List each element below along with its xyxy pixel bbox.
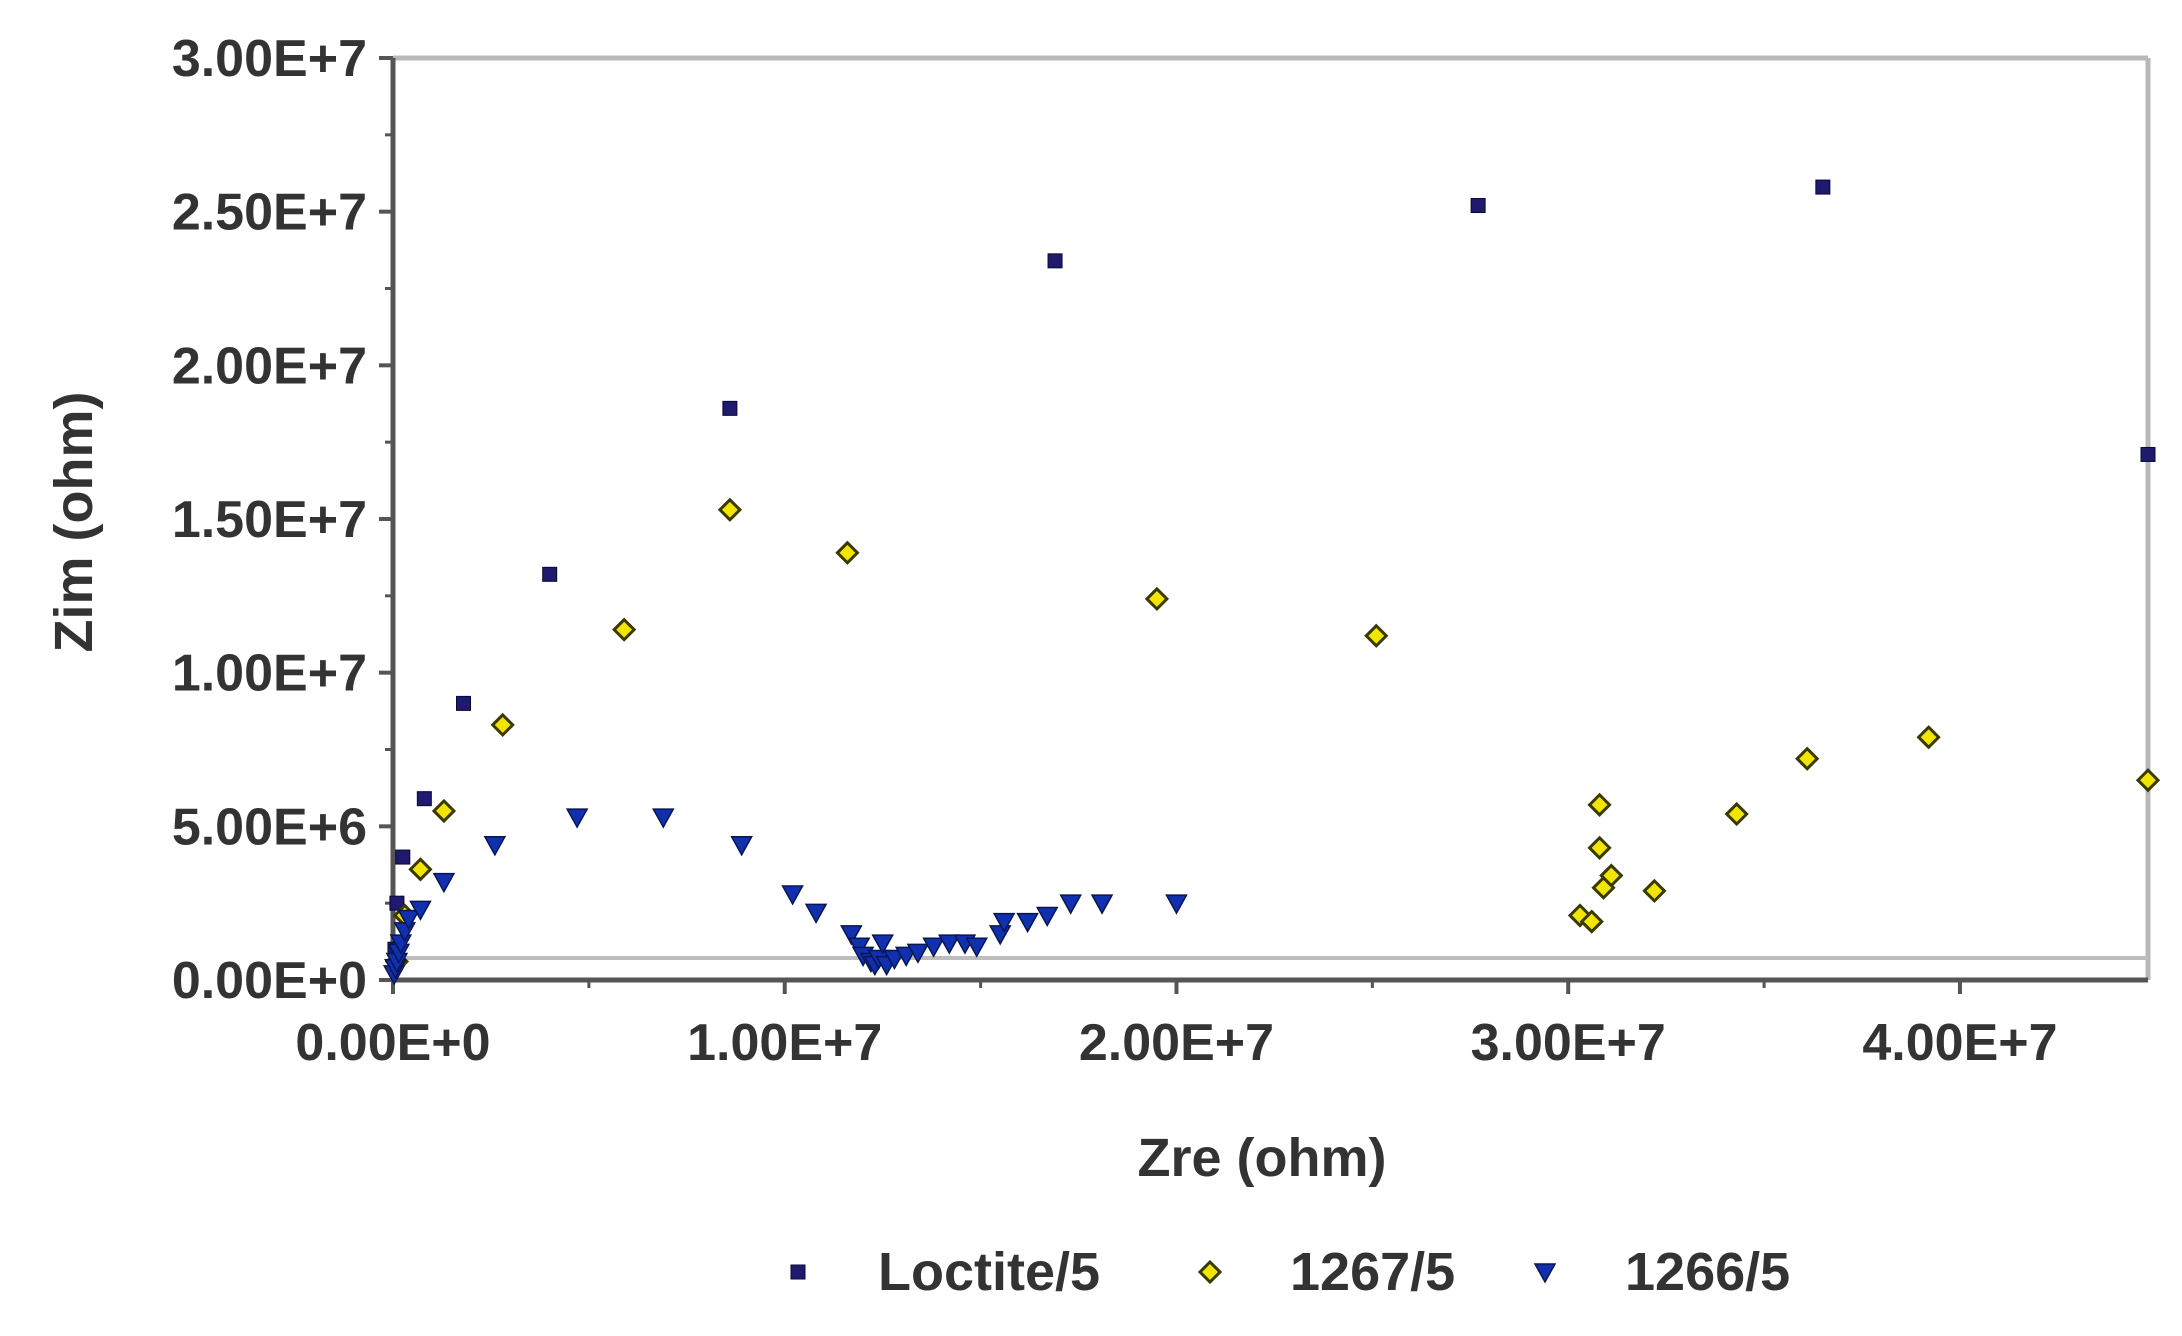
data-point [431, 798, 457, 824]
y-tick-label: 5.00E+6 [172, 798, 367, 856]
data-point [1579, 909, 1604, 934]
legend-label: 1267/5 [1290, 1242, 1455, 1302]
data-points [382, 179, 2161, 986]
data-point [1090, 894, 1114, 915]
data-point [397, 909, 420, 931]
x-tick-label: 2.00E+7 [1079, 1014, 1274, 1072]
data-point [1470, 198, 1486, 214]
x-tick-label: 1.00E+7 [687, 1014, 882, 1072]
y-tick-label: 0.00E+0 [172, 952, 367, 1010]
data-point [389, 895, 405, 911]
data-point [409, 900, 432, 921]
data-point [1587, 792, 1612, 817]
data-point [1364, 623, 1389, 648]
axis-tick-labels: 0.00E+0 5.00E+6 1.00E+7 1.50E+7 2.00E+7 2.50E… [172, 30, 2058, 1072]
data-point [1916, 725, 1941, 750]
data-point [2135, 768, 2161, 793]
data-point [1165, 894, 1188, 915]
data-point [1815, 179, 1831, 195]
data-point [992, 912, 1016, 934]
data-point [988, 925, 1012, 946]
x-tick-label: 3.00E+7 [1471, 1014, 1666, 1072]
series-3-points [382, 808, 1188, 986]
axis-ticks [379, 56, 1962, 994]
data-point [1059, 894, 1082, 915]
data-point [652, 808, 675, 829]
data-point [408, 857, 433, 882]
data-point [483, 836, 507, 857]
y-tick-label: 2.50E+7 [172, 184, 367, 242]
legend-label: 1266/5 [1625, 1242, 1790, 1302]
data-point [730, 836, 753, 857]
data-point [1599, 863, 1624, 888]
data-point [804, 903, 828, 924]
data-point [1035, 906, 1059, 928]
data-point [1795, 746, 1820, 771]
y-tick-label: 2.00E+7 [172, 337, 367, 395]
data-point [542, 566, 558, 582]
series-1-points [387, 179, 2156, 957]
data-point [565, 808, 589, 829]
data-point [1047, 253, 1063, 269]
data-point [1642, 878, 1667, 903]
y-tick-label: 1.50E+7 [172, 491, 367, 549]
data-point [2140, 446, 2156, 462]
legend-label: Loctite/5 [878, 1242, 1100, 1302]
x-tick-label: 0.00E+0 [295, 1014, 490, 1072]
data-point [395, 849, 411, 865]
legend-marker [790, 1264, 806, 1280]
legend-item: 1267/5 [1197, 1242, 1455, 1302]
data-point [722, 400, 738, 416]
y-axis-title: Zim (ohm) [44, 392, 104, 653]
data-point [906, 943, 930, 964]
data-point [835, 540, 860, 565]
data-point [456, 695, 472, 711]
data-point [883, 949, 906, 971]
data-point [840, 925, 863, 946]
legend-item: Loctite/5 [790, 1242, 1100, 1302]
data-point [490, 712, 515, 738]
x-axis-title: Zre (ohm) [1138, 1128, 1387, 1188]
y-tick-label: 3.00E+7 [172, 30, 367, 88]
data-point [612, 617, 637, 642]
data-point [894, 946, 918, 967]
data-point [781, 885, 804, 906]
legend-marker [1197, 1259, 1223, 1285]
data-point [965, 937, 988, 958]
plot-frame-group [390, 55, 2151, 983]
legend-item: 1266/5 [1533, 1242, 1790, 1302]
data-point [1016, 912, 1039, 934]
data-point [922, 937, 945, 958]
data-point [871, 934, 894, 955]
data-point [717, 497, 743, 522]
legend-marker [1533, 1263, 1557, 1284]
data-point [416, 791, 432, 807]
series-2-points [384, 497, 2161, 974]
legend: Loctite/5 1267/5 1266/5 [790, 1242, 1790, 1302]
data-point [937, 934, 961, 955]
x-tick-label: 4.00E+7 [1862, 1014, 2057, 1072]
y-tick-label: 1.00E+7 [172, 645, 367, 703]
data-point [1587, 835, 1612, 860]
data-point [1144, 586, 1170, 612]
data-point [1724, 801, 1749, 827]
data-point [432, 872, 456, 894]
